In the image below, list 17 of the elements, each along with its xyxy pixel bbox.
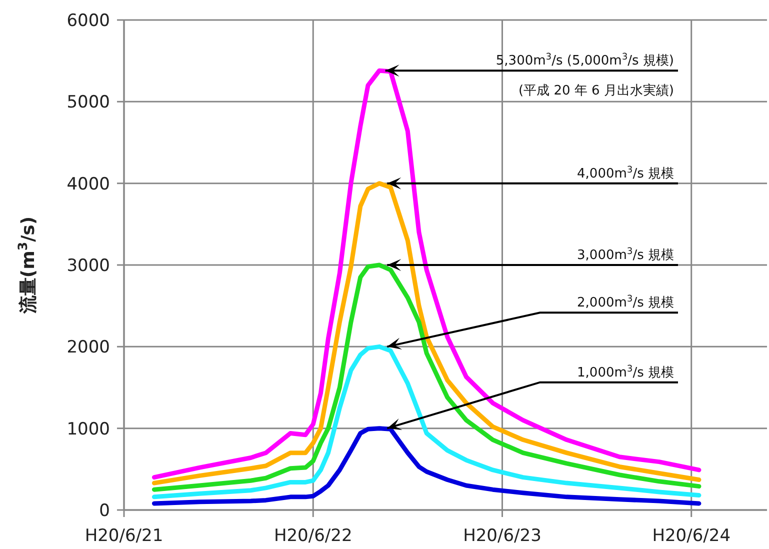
x-tick-label: H20/6/22: [274, 526, 352, 546]
annotation: 2,000m$^{3}$/s 規模: [577, 294, 674, 311]
y-tick-label: 3000: [66, 256, 110, 276]
y-tick-label: 1000: [66, 419, 110, 440]
y-tick-label: 0: [99, 501, 110, 521]
annotation: 5,300m$^{3}$/s (5,000m$^{3}$/s 規模): [496, 52, 674, 69]
annotation: 3,000m$^{3}$/s 規模: [577, 247, 674, 263]
x-tick-label: H20/6/23: [463, 526, 542, 546]
x-tick-label: H20/6/24: [652, 526, 731, 546]
y-tick-label: 6000: [66, 11, 110, 31]
annotation: 4,000m$^{3}$/s 規模: [577, 165, 674, 182]
annotation: 1,000m$^{3}$/s 規模: [577, 364, 674, 380]
y-tick-label: 2000: [66, 338, 110, 358]
y-tick-label: 4000: [66, 174, 110, 194]
annotation: (平成 20 年 6 月出水実績): [518, 82, 674, 99]
y-tick-label: 5000: [66, 92, 110, 113]
x-tick-label: H20/6/21: [84, 526, 164, 546]
